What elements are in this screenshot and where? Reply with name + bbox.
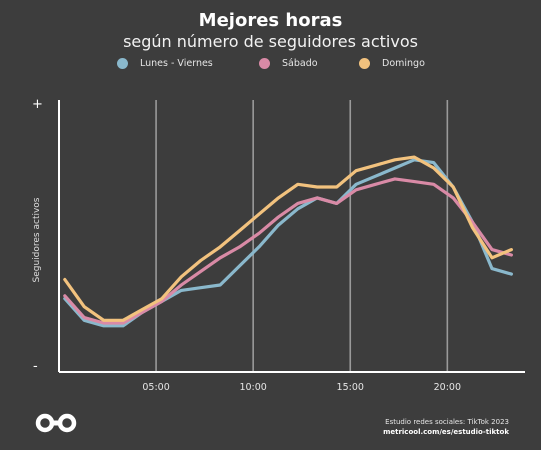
series-line-sábado bbox=[63, 177, 513, 325]
legend-item-domingo: Domingo bbox=[359, 58, 425, 69]
x-tick-label: 05:00 bbox=[142, 382, 169, 393]
source-study: Estudio redes sociales: TikTok 2023 bbox=[385, 418, 509, 426]
x-tick-label: 15:00 bbox=[337, 382, 364, 393]
legend-swatch bbox=[359, 58, 370, 69]
y-axis-plus-label: + bbox=[32, 97, 43, 112]
legend-item-sabado: Sábado bbox=[259, 58, 318, 69]
y-axis-label: Seguidores activos bbox=[32, 197, 42, 283]
series-line-domingo bbox=[63, 155, 513, 322]
x-tick-label: 20:00 bbox=[434, 382, 461, 393]
title-block: Mejores horas según número de seguidores… bbox=[0, 10, 541, 52]
source-url: metricool.com/es/estudio-tiktok bbox=[383, 428, 509, 436]
chart-subtitle: según número de seguidores activos bbox=[123, 32, 418, 51]
x-tick-labels: 05:00 10:00 15:00 20:00 bbox=[142, 382, 461, 393]
legend: Lunes - Viernes Sábado Domingo bbox=[0, 58, 541, 74]
legend-swatch bbox=[117, 58, 128, 69]
y-axis-minus-label: - bbox=[33, 359, 38, 374]
vertical-gridlines bbox=[155, 100, 449, 372]
infinity-logo-icon bbox=[34, 412, 78, 438]
series-line-lunes-viernes bbox=[63, 158, 513, 328]
legend-label: Domingo bbox=[382, 58, 425, 69]
legend-label: Sábado bbox=[282, 58, 318, 69]
legend-item-lunes-viernes: Lunes - Viernes bbox=[117, 58, 213, 69]
legend-label: Lunes - Viernes bbox=[140, 58, 213, 69]
legend-swatch bbox=[259, 58, 270, 69]
chart-title: Mejores horas bbox=[198, 10, 343, 31]
series-lines bbox=[63, 155, 513, 328]
x-tick-label: 10:00 bbox=[239, 382, 266, 393]
source-footer: Estudio redes sociales: TikTok 2023 metr… bbox=[383, 417, 509, 437]
